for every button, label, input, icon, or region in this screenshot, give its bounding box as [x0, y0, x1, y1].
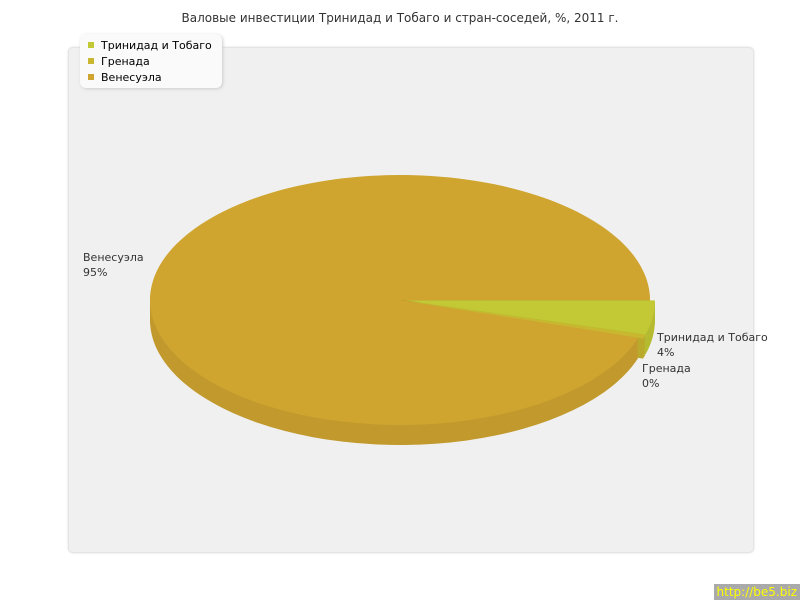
legend-swatch — [88, 42, 94, 48]
pie-slice[interactable] — [404, 300, 655, 335]
pie-slice[interactable] — [150, 175, 651, 425]
chart-title: Валовые инвестиции Тринидад и Тобаго и с… — [181, 11, 619, 25]
legend-item[interactable]: Венесуэла — [88, 69, 212, 85]
data-label-value: 4% — [657, 346, 674, 359]
legend-label: Венесуэла — [101, 70, 162, 84]
legend-label: Тринидад и Тобаго — [101, 38, 212, 52]
data-label-name: Гренада — [642, 362, 691, 375]
legend-item[interactable]: Гренада — [88, 53, 212, 69]
pie-slice[interactable] — [404, 300, 646, 339]
legend-label: Гренада — [101, 54, 150, 68]
data-label-value: 0% — [642, 377, 659, 390]
legend-swatch — [88, 58, 94, 64]
legend: Тринидад и Тобаго Гренада Венесуэла — [80, 34, 222, 88]
legend-swatch — [88, 74, 94, 80]
data-label-name: Венесуэла — [83, 251, 144, 264]
data-label-value: 95% — [83, 266, 107, 279]
watermark-link[interactable]: http://be5.biz — [713, 584, 800, 600]
legend-item[interactable]: Тринидад и Тобаго — [88, 37, 212, 53]
data-label-name: Тринидад и Тобаго — [656, 331, 768, 344]
